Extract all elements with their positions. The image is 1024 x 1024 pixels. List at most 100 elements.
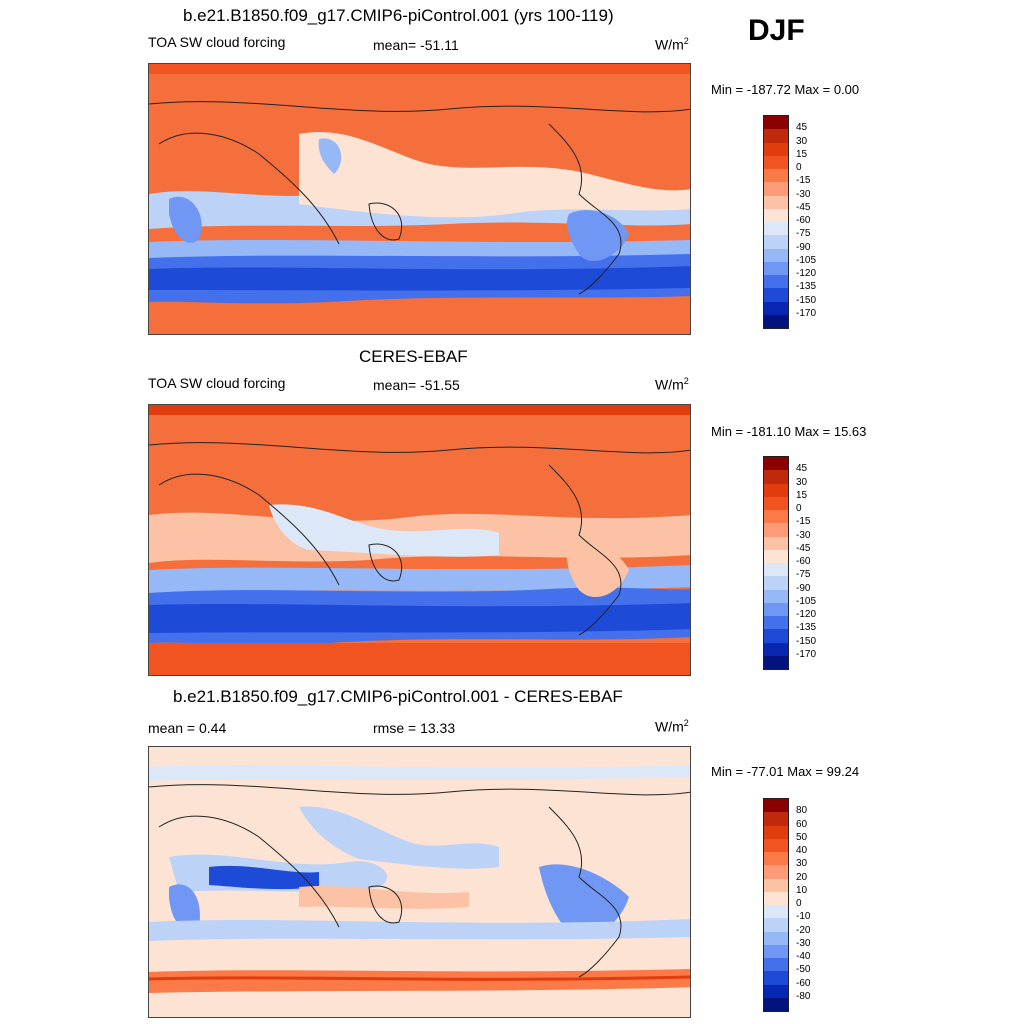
colorbar-swatch <box>764 891 788 905</box>
colorbar-level-label: -120 <box>796 609 817 620</box>
colorbar-swatch <box>764 116 788 130</box>
colorbar-swatch <box>764 931 788 945</box>
colorbar-level-label: -15 <box>796 175 811 187</box>
colorbar-swatch <box>764 944 788 958</box>
panel-3-map <box>148 746 691 1018</box>
panel-2-title: CERES-EBAF <box>359 347 468 366</box>
colorbar-swatch <box>764 997 788 1011</box>
colorbar-swatch <box>764 248 788 262</box>
colorbar-level-label: -60 <box>796 215 811 226</box>
colorbar-swatch <box>764 971 788 985</box>
colorbar-level-label: 20 <box>796 871 808 883</box>
colorbar-level-label: 50 <box>796 831 808 843</box>
colorbar-swatch <box>764 852 788 866</box>
colorbar-swatch <box>764 602 788 616</box>
colorbar-swatch <box>764 301 788 315</box>
panel-1-colorbar <box>763 115 789 329</box>
colorbar-level-label: -170 <box>796 648 817 660</box>
colorbar-swatch <box>764 288 788 302</box>
colorbar-swatch <box>764 878 788 892</box>
panel-3-units: W/m2 <box>655 718 689 735</box>
colorbar-swatch <box>764 549 788 563</box>
colorbar-swatch <box>764 129 788 143</box>
colorbar-level-label: -150 <box>796 294 817 306</box>
colorbar-swatch <box>764 457 788 471</box>
colorbar-swatch <box>764 563 788 577</box>
colorbar-swatch <box>764 536 788 550</box>
colorbar-swatch <box>764 918 788 932</box>
panel-3-minmax: Min = -77.01 Max = 99.24 <box>711 764 860 779</box>
colorbar-swatch <box>764 905 788 919</box>
colorbar-swatch <box>764 984 788 998</box>
colorbar-swatch <box>764 576 788 590</box>
colorbar-level-label: 15 <box>796 489 808 501</box>
colorbar-swatch <box>764 812 788 826</box>
colorbar-level-label: -30 <box>796 529 811 541</box>
panel-1-title: b.e21.B1850.f09_g17.CMIP6-piControl.001 … <box>183 6 614 25</box>
colorbar-level-label: -90 <box>796 241 811 253</box>
panel-2-units: W/m2 <box>655 376 689 393</box>
panel-3-rmse-label: rmse = 13.33 <box>373 720 456 736</box>
colorbar-level-label: 0 <box>796 503 802 514</box>
colorbar-swatch <box>764 208 788 222</box>
colorbar-level-label: -80 <box>796 990 811 1002</box>
colorbar-swatch <box>764 470 788 484</box>
colorbar-level-label: 80 <box>796 805 808 817</box>
colorbar-level-label: 30 <box>796 476 808 488</box>
colorbar-swatch <box>764 825 788 839</box>
panel-3-title: b.e21.B1850.f09_g17.CMIP6-piControl.001 … <box>173 687 623 706</box>
panel-3-mean-label: mean = 0.44 <box>148 720 227 736</box>
panel-1-minmax: Min = -187.72 Max = 0.00 <box>711 82 860 97</box>
colorbar-level-label: -170 <box>796 307 817 319</box>
panel-3-colorbar <box>763 798 789 1012</box>
panel-1-units: W/m2 <box>655 36 689 53</box>
colorbar-swatch <box>764 169 788 183</box>
colorbar-swatch <box>764 275 788 289</box>
colorbar-swatch <box>764 865 788 879</box>
colorbar-swatch <box>764 235 788 249</box>
colorbar-level-label: 10 <box>796 884 808 896</box>
colorbar-swatch <box>764 799 788 813</box>
colorbar-level-label: -10 <box>796 911 811 923</box>
colorbar-level-label: -135 <box>796 281 817 293</box>
colorbar-level-label: 60 <box>796 818 808 830</box>
colorbar-level-label: -30 <box>796 188 811 200</box>
colorbar-level-label: 45 <box>796 463 808 475</box>
colorbar-swatch <box>764 655 788 669</box>
panel-2-variable-label: TOA SW cloud forcing <box>148 375 286 391</box>
colorbar-swatch <box>764 496 788 510</box>
colorbar-swatch <box>764 523 788 537</box>
colorbar-swatch <box>764 838 788 852</box>
colorbar-swatch <box>764 616 788 630</box>
colorbar-level-label: -75 <box>796 228 811 240</box>
colorbar-level-label: 15 <box>796 148 808 160</box>
colorbar-level-label: -20 <box>796 924 811 936</box>
colorbar-level-label: 30 <box>796 135 808 147</box>
panel-2-colorbar <box>763 456 789 670</box>
colorbar-level-label: -105 <box>796 254 817 266</box>
colorbar-level-label: 30 <box>796 858 808 870</box>
panel-1-map <box>148 63 691 335</box>
colorbar-level-label: -30 <box>796 937 811 949</box>
colorbar-level-label: -45 <box>796 201 811 213</box>
panel-2-minmax: Min = -181.10 Max = 15.63 <box>711 424 867 439</box>
colorbar-swatch <box>764 589 788 603</box>
colorbar-swatch <box>764 155 788 169</box>
colorbar-level-label: -90 <box>796 582 811 594</box>
colorbar-swatch <box>764 261 788 275</box>
colorbar-level-label: -60 <box>796 977 811 989</box>
colorbar-level-label: 0 <box>796 898 802 909</box>
colorbar-swatch <box>764 483 788 497</box>
colorbar-level-label: -120 <box>796 268 817 279</box>
colorbar-level-label: -15 <box>796 516 811 528</box>
panel-1-mean-label: mean= -51.11 <box>373 37 459 53</box>
panel-2-mean-label: mean= -51.55 <box>373 377 460 393</box>
colorbar-level-label: -105 <box>796 595 817 607</box>
colorbar-swatch <box>764 142 788 156</box>
colorbar-level-label: 40 <box>796 845 808 856</box>
colorbar-swatch <box>764 642 788 656</box>
colorbar-swatch <box>764 182 788 196</box>
colorbar-level-label: -135 <box>796 622 817 634</box>
panel-2-map <box>148 404 691 676</box>
colorbar-level-label: 0 <box>796 162 802 173</box>
